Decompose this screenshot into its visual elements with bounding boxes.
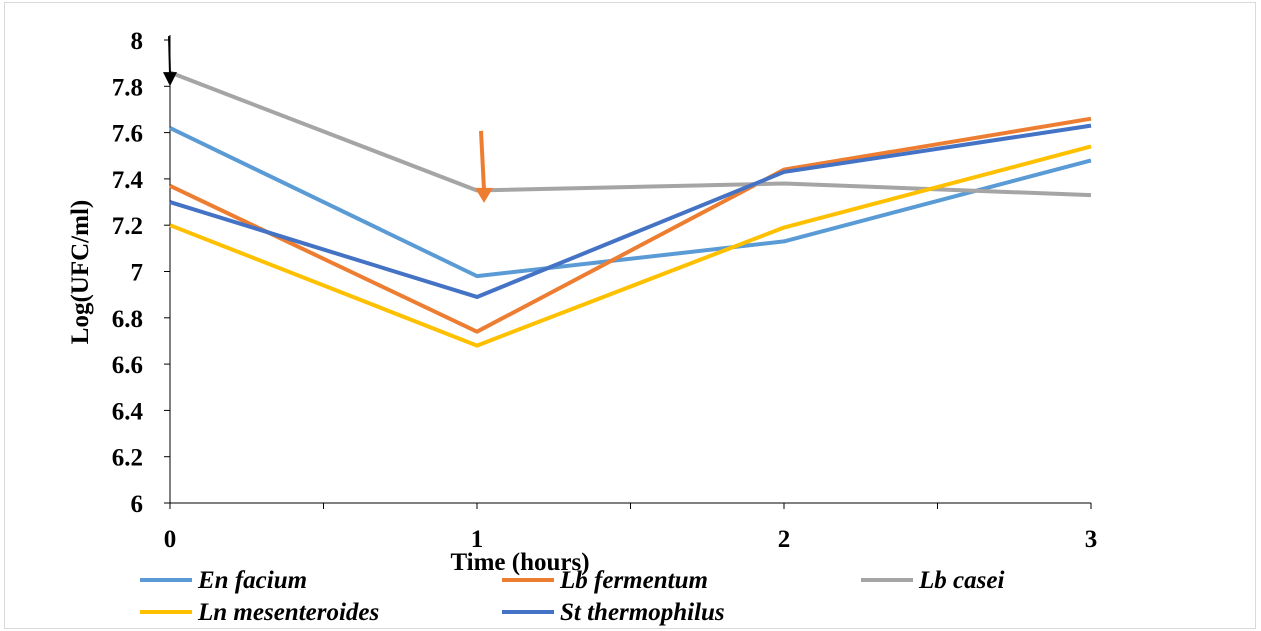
series-lines xyxy=(169,70,1092,348)
series-line-en-facium xyxy=(169,126,1092,279)
legend-item-lb-fermentum: Lb fermentum xyxy=(502,567,708,594)
y-tick-label: 7.8 xyxy=(112,74,143,101)
chart-frame xyxy=(4,2,1256,629)
series-line-ln-mesenteroides xyxy=(169,144,1092,348)
series-line-lb-casei xyxy=(169,70,1092,198)
y-tick-label: 6.6 xyxy=(112,352,143,379)
y-tick-label: 8 xyxy=(131,28,144,55)
annotation-arrow xyxy=(475,130,493,203)
legend-label: Lb fermentum xyxy=(559,567,708,594)
legend-item-en-facium: En facium xyxy=(140,567,307,594)
y-tick-label: 6.4 xyxy=(112,398,144,425)
y-tick-label: 6 xyxy=(131,491,144,518)
y-tick-label: 6.2 xyxy=(112,445,143,472)
y-axis-title: Log(UFC/ml) xyxy=(67,200,94,344)
legend-item-st-thermophilus: St thermophilus xyxy=(502,599,725,626)
x-tick-label: 1 xyxy=(471,526,484,553)
x-tick-label: 2 xyxy=(778,526,791,553)
x-tick-label: 0 xyxy=(164,526,177,553)
x-tick-label: 3 xyxy=(1085,526,1098,553)
legend-item-lb-casei: Lb casei xyxy=(861,567,1004,594)
legend-label: En facium xyxy=(197,567,307,594)
y-tick-label: 7 xyxy=(131,260,144,287)
series-line-lb-fermentum xyxy=(169,116,1092,334)
legend-label: Ln mesenteroides xyxy=(197,599,379,626)
x-axis-title: Time (hours) xyxy=(450,549,589,576)
y-tick-label: 6.8 xyxy=(112,306,143,333)
y-tick-label: 7.6 xyxy=(112,121,143,148)
legend-item-ln-mesenteroides: Ln mesenteroides xyxy=(140,599,379,626)
series-line-st-thermophilus xyxy=(169,123,1092,299)
legend: En facium Lb fermentum Lb casei Ln mesenter… xyxy=(140,567,1004,626)
legend-label: Lb casei xyxy=(918,567,1004,594)
y-tick-label: 7.2 xyxy=(112,213,143,240)
legend-label: St thermophilus xyxy=(560,599,725,626)
annotations xyxy=(163,36,493,203)
y-tick-label: 7.4 xyxy=(112,167,144,194)
annotation-arrow xyxy=(163,36,177,87)
axes: 6 6.2 6.4 6.6 6.8 7 7.2 7.4 7.6 7.8 8 0 1 2 3 xyxy=(112,28,1098,553)
